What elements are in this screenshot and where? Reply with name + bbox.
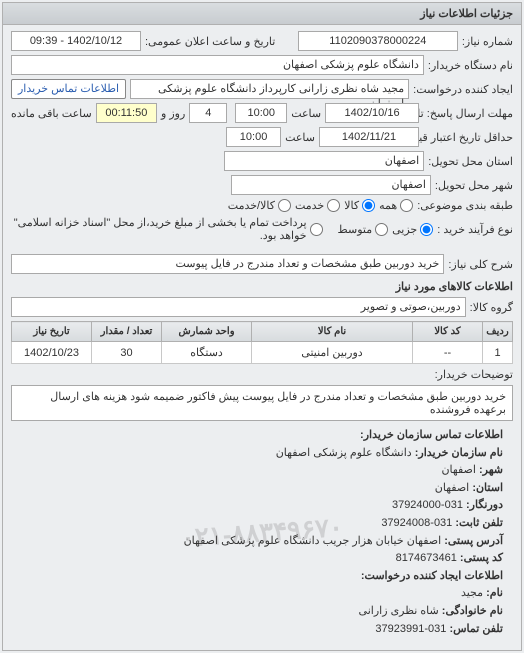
contact-name: مجید xyxy=(461,587,483,599)
pub-datetime-field: 1402/10/12 - 09:39 xyxy=(11,31,141,51)
province-label: استان محل تحویل: xyxy=(428,155,513,168)
table-header: ردیف xyxy=(483,322,513,342)
table-header: نام کالا xyxy=(252,322,413,342)
table-header: تاریخ نیاز xyxy=(12,322,92,342)
goods-table: ردیفکد کالانام کالاواحد شمارشتعداد / مقد… xyxy=(11,321,513,364)
contact-block: اطلاعات تماس سازمان خریدار: نام سازمان خ… xyxy=(11,421,513,644)
req-no-label: شماره نیاز: xyxy=(462,35,513,48)
requester-field: مجید شاه نظری زارانی کارپرداز دانشگاه عل… xyxy=(130,79,409,99)
contact-buyer-button[interactable]: اطلاعات تماس خریدار xyxy=(11,79,126,99)
contact-addr: اصفهان خیابان هزار جریب دانشگاه علوم پزش… xyxy=(184,535,442,547)
contact-family: شاه نظری زارانی xyxy=(359,605,439,617)
city-field: اصفهان xyxy=(231,175,431,195)
requester-label: ایجاد کننده درخواست: xyxy=(413,83,513,96)
table-header: تعداد / مقدار xyxy=(92,322,162,342)
buyer-notes-box: خرید دوربین طبق مشخصات و تعداد مندرج در … xyxy=(11,385,513,421)
details-panel: جزئیات اطلاعات نیاز شماره نیاز: 11020903… xyxy=(2,2,522,651)
resp-days-field: 4 xyxy=(189,103,227,123)
category-label: طبقه بندی موضوعی: xyxy=(417,199,513,212)
table-header: کد کالا xyxy=(413,322,483,342)
cat-goods-service-radio[interactable]: کالا/خدمت xyxy=(228,199,291,212)
resp-time-label: ساعت xyxy=(291,107,321,120)
resp-deadline-label: مهلت ارسال پاسخ: تا تاریخ: xyxy=(423,107,513,120)
contact-org-name: دانشگاه علوم پزشکی اصفهان xyxy=(276,447,412,459)
contact-fax: 031-37924000 xyxy=(392,499,463,511)
contact-province: اصفهان xyxy=(435,482,469,494)
validity-label: حداقل تاریخ اعتبار قیمت: تا تاریخ: xyxy=(423,131,513,144)
proc-note-check[interactable]: پرداخت تمام یا بخشی از مبلغ خرید،از محل … xyxy=(11,216,323,242)
city-label: شهر محل تحویل: xyxy=(435,179,513,192)
goods-section-title: اطلاعات کالاهای مورد نیاز xyxy=(11,280,513,293)
panel-title: جزئیات اطلاعات نیاز xyxy=(3,3,521,25)
buyer-notes-label: توضیحات خریدار: xyxy=(435,368,513,381)
proc-type-label: نوع فرآیند خرید : xyxy=(437,223,513,236)
resp-date-field: 1402/10/16 xyxy=(325,103,419,123)
contact-req-phone: 031-37923991 xyxy=(375,623,446,635)
goods-group-label: گروه کالا: xyxy=(470,301,513,314)
cat-goods-radio[interactable]: کالا xyxy=(344,199,375,212)
cat-all-radio[interactable]: همه xyxy=(379,199,413,212)
validity-time-field: 10:00 xyxy=(226,127,281,147)
proc-minor-radio[interactable]: جزیی xyxy=(392,223,433,236)
contact-phone: 031-37924008 xyxy=(381,517,452,529)
goods-group-field: دوربین،صوتی و تصویر xyxy=(11,297,466,317)
cat-service-radio[interactable]: خدمت xyxy=(295,199,340,212)
resp-remain-suffix: ساعت باقی مانده xyxy=(11,107,92,120)
need-desc-label: شرح کلی نیاز: xyxy=(448,258,513,271)
resp-remain-time-field: 00:11:50 xyxy=(96,103,157,123)
province-field: اصفهان xyxy=(224,151,424,171)
pub-datetime-label: تاریخ و ساعت اعلان عمومی: xyxy=(145,35,275,48)
buyer-org-field: دانشگاه علوم پزشکی اصفهان xyxy=(11,55,424,75)
validity-time-label: ساعت xyxy=(285,131,315,144)
buyer-org-label: نام دستگاه خریدار: xyxy=(428,59,513,72)
contact-section-title: اطلاعات تماس سازمان خریدار: xyxy=(360,429,503,441)
need-desc-field: خرید دوربین طبق مشخصات و تعداد مندرج در … xyxy=(11,254,444,274)
panel-body: شماره نیاز: 1102090378000224 تاریخ و ساع… xyxy=(3,25,521,650)
table-header: واحد شمارش xyxy=(162,322,252,342)
resp-days-label: روز و xyxy=(161,107,185,120)
table-row: 1--دوربین امنیتیدستگاه301402/10/23 xyxy=(12,342,513,364)
resp-time-field: 10:00 xyxy=(235,103,287,123)
proc-medium-radio[interactable]: متوسط xyxy=(338,223,389,236)
contact-postal: 8174673461 xyxy=(396,552,457,564)
req-no-field: 1102090378000224 xyxy=(298,31,458,51)
contact-city: اصفهان xyxy=(441,464,475,476)
validity-date-field: 1402/11/21 xyxy=(319,127,419,147)
